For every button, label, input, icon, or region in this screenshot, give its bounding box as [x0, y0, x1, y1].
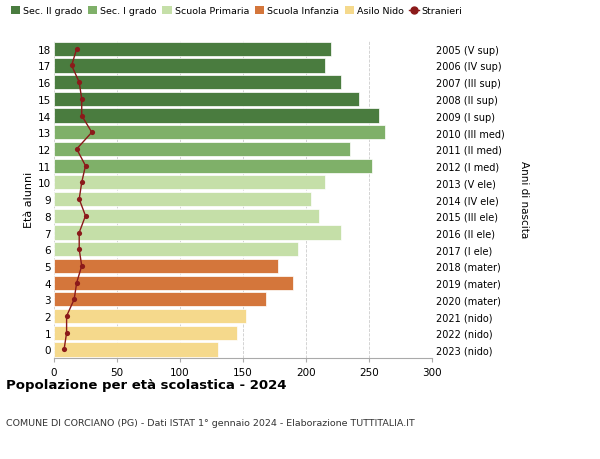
- Point: [74, 246, 84, 253]
- Bar: [54, 342, 218, 357]
- Y-axis label: Età alunni: Età alunni: [24, 172, 34, 228]
- Point: [62, 330, 71, 337]
- Bar: [54, 176, 325, 190]
- Point: [77, 96, 86, 103]
- Point: [59, 346, 69, 353]
- Point: [77, 179, 86, 187]
- Point: [80, 213, 91, 220]
- Bar: [54, 326, 236, 340]
- Bar: [54, 109, 379, 123]
- Point: [77, 263, 86, 270]
- Bar: [54, 76, 341, 90]
- Bar: [54, 159, 371, 174]
- Bar: [54, 193, 311, 207]
- Bar: [54, 143, 350, 157]
- Legend: Sec. II grado, Sec. I grado, Scuola Primaria, Scuola Infanzia, Asilo Nido, Stran: Sec. II grado, Sec. I grado, Scuola Prim…: [11, 7, 463, 16]
- Point: [72, 46, 82, 53]
- Point: [62, 313, 71, 320]
- Bar: [54, 276, 293, 290]
- Point: [74, 230, 84, 237]
- Point: [74, 79, 84, 87]
- Bar: [54, 226, 341, 240]
- Point: [70, 296, 79, 303]
- Point: [87, 129, 97, 137]
- Point: [72, 146, 82, 153]
- Bar: [54, 309, 245, 324]
- Text: Popolazione per età scolastica - 2024: Popolazione per età scolastica - 2024: [6, 379, 287, 392]
- Point: [67, 62, 76, 70]
- Bar: [54, 59, 325, 73]
- Text: COMUNE DI CORCIANO (PG) - Dati ISTAT 1° gennaio 2024 - Elaborazione TUTTITALIA.I: COMUNE DI CORCIANO (PG) - Dati ISTAT 1° …: [6, 418, 415, 427]
- Y-axis label: Anni di nascita: Anni di nascita: [519, 161, 529, 238]
- Point: [80, 162, 91, 170]
- Point: [77, 112, 86, 120]
- Bar: [54, 292, 266, 307]
- Bar: [54, 259, 278, 274]
- Bar: [54, 243, 298, 257]
- Bar: [54, 126, 385, 140]
- Bar: [54, 209, 319, 224]
- Point: [72, 280, 82, 287]
- Bar: [54, 93, 359, 107]
- Bar: [54, 43, 331, 57]
- Point: [74, 196, 84, 203]
